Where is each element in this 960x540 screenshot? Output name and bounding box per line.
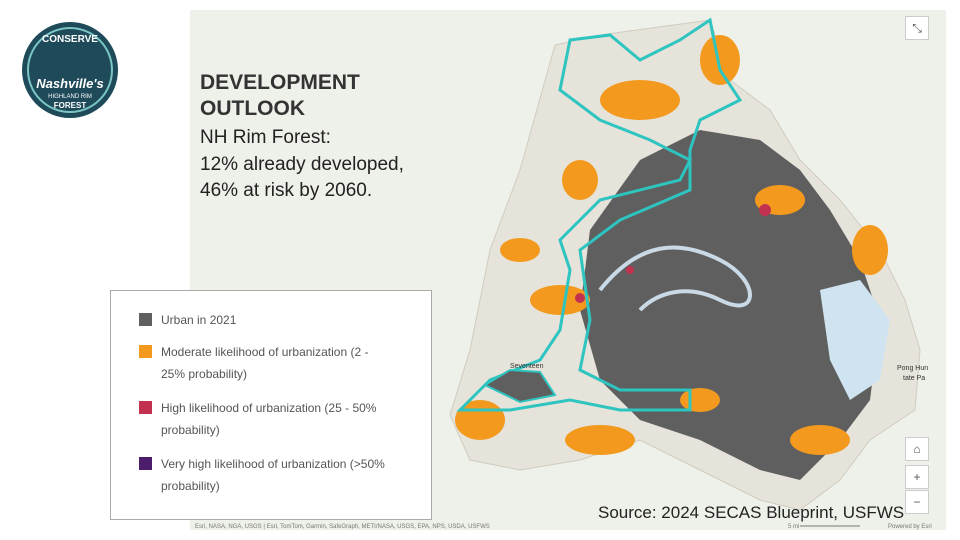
- logo-text: HIGHLAND RIM: [48, 94, 92, 100]
- legend-label: Moderate likelihood of urbanization (2 -…: [161, 345, 369, 381]
- legend-swatch: [139, 457, 152, 470]
- source: Source: 2024 SECAS Blueprint, USFWS: [598, 503, 905, 522]
- legend-swatch: [139, 313, 152, 326]
- title: DEVELOPMENT OUTLOOK: [200, 71, 360, 120]
- home-button[interactable]: ⌂: [905, 437, 929, 461]
- legend-item: Very high likelihood of urbanization (>5…: [139, 453, 394, 497]
- legend-item: Moderate likelihood of urbanization (2 -…: [139, 341, 394, 385]
- logo-text: CONSERVE: [42, 34, 98, 45]
- zoom-in-button[interactable]: +: [905, 465, 929, 489]
- river: [598, 245, 752, 312]
- zoom-out-button[interactable]: −: [905, 490, 929, 514]
- moderate-patches: [455, 35, 888, 455]
- legend-swatch: [139, 345, 152, 358]
- logo: CONSERVE Nashville's HIGHLAND RIM FOREST: [22, 22, 118, 118]
- subtitle-line: 46% at risk by 2060.: [200, 180, 373, 201]
- legend-label: Very high likelihood of urbanization (>5…: [161, 457, 385, 493]
- logo-badge: [22, 22, 118, 118]
- urban-area: [482, 368, 557, 404]
- legend-label: Urban in 2021: [161, 313, 237, 327]
- lake: [820, 280, 890, 400]
- forest-boundary: [456, 17, 743, 412]
- high-patches: [575, 204, 771, 303]
- logo-text: FOREST: [54, 101, 87, 110]
- subtitle-line: 12% already developed,: [200, 154, 404, 175]
- legend-label: High likelihood of urbanization (25 - 50…: [161, 401, 377, 437]
- place-label: tate Pa: [903, 375, 925, 382]
- logo-text: Nashville's: [36, 76, 103, 91]
- powered-by: Powered by Esri: [888, 524, 932, 530]
- scale-label: 5 mi: [788, 524, 799, 530]
- place-label: Seventeen: [510, 363, 544, 370]
- expand-button[interactable]: ⤡: [905, 16, 929, 40]
- legend-swatch: [139, 401, 152, 414]
- map-attribution: Esri, NASA, NGA, USGS | Esri, TomTom, Ga…: [195, 524, 490, 530]
- legend-item: High likelihood of urbanization (25 - 50…: [139, 397, 394, 441]
- logo-ring: [27, 27, 113, 113]
- legend-item: Urban in 2021: [139, 309, 394, 331]
- subtitle-line: NH Rim Forest:: [200, 127, 331, 148]
- legend: Urban in 2021 Moderate likelihood of urba…: [110, 290, 432, 520]
- place-label: Pong Hun: [897, 365, 928, 372]
